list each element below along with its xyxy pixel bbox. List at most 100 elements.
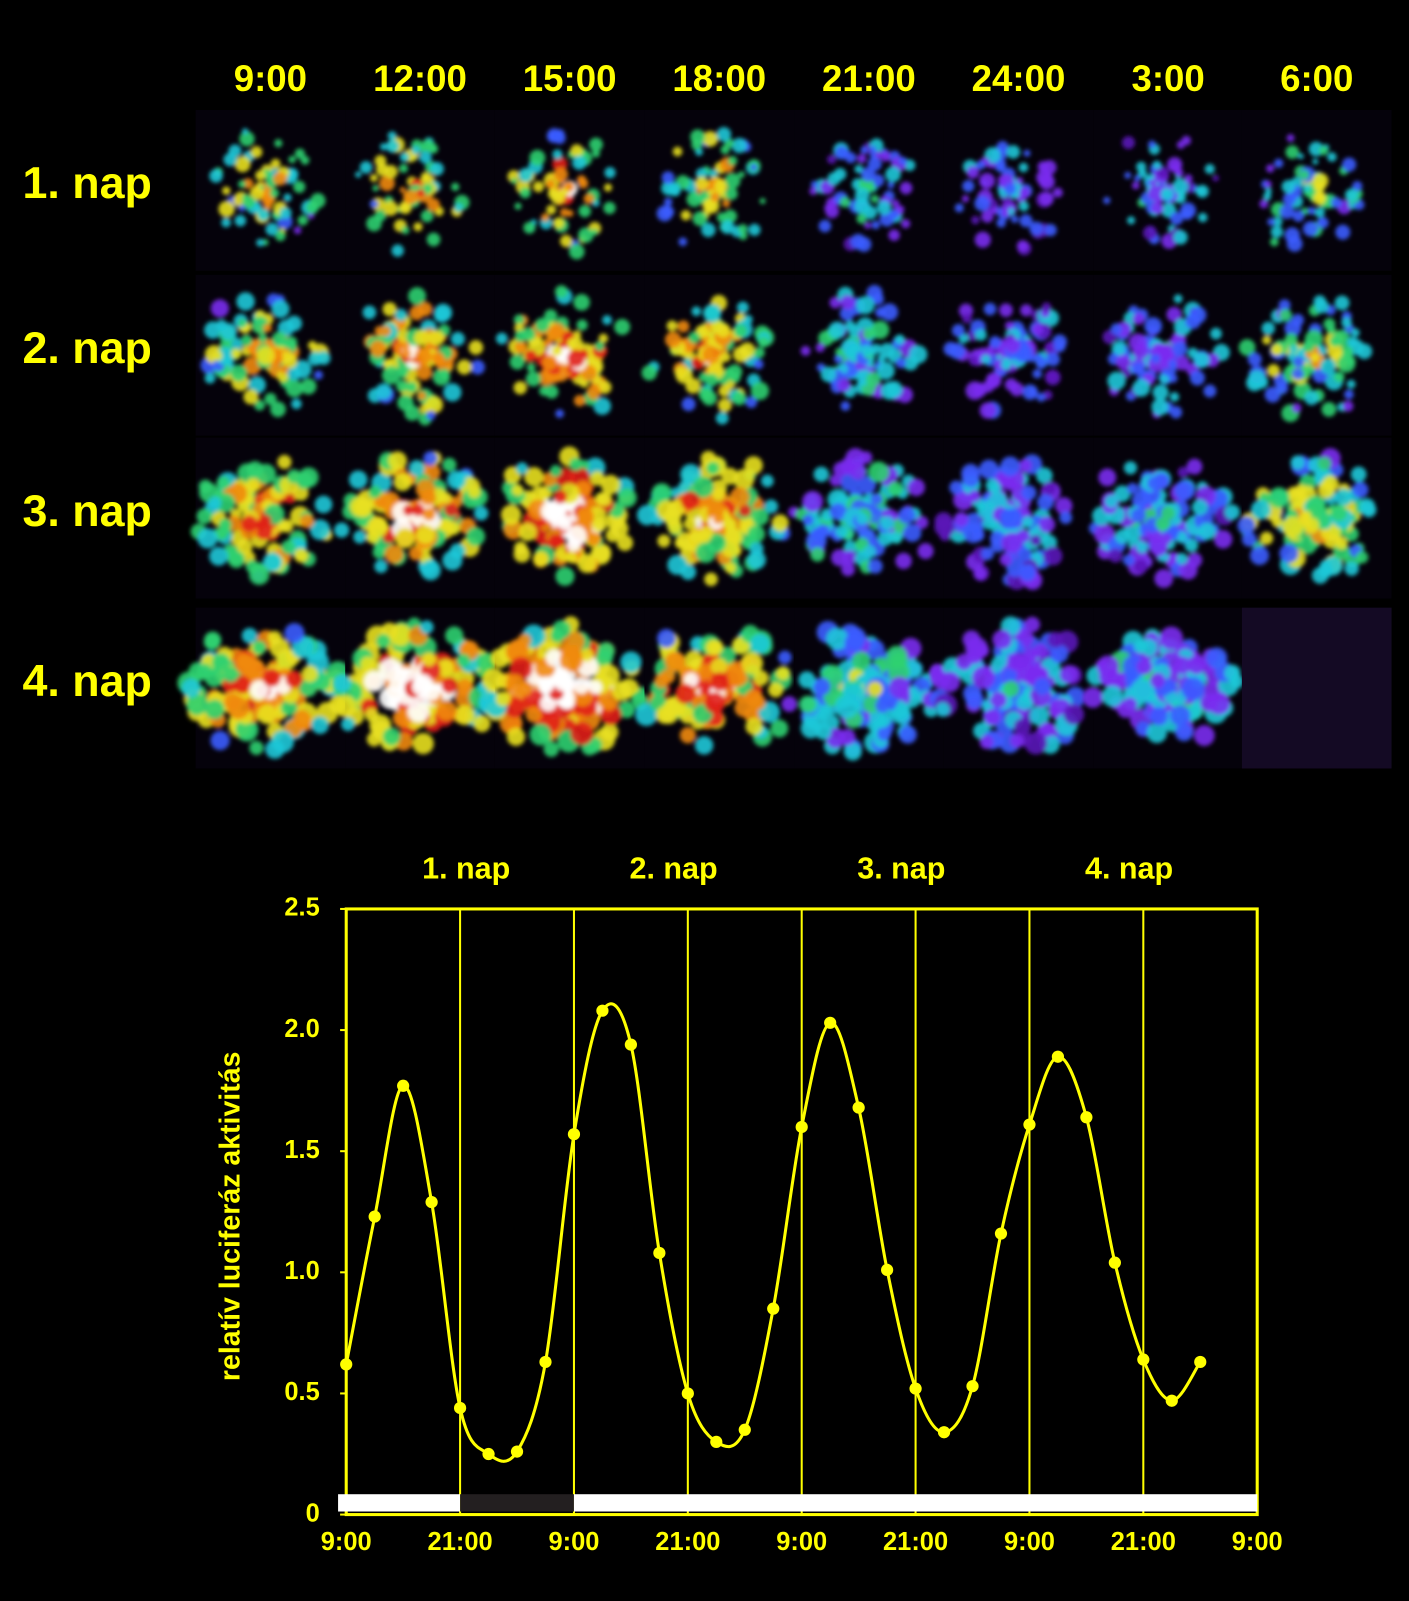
- blob: [1169, 406, 1183, 419]
- blob: [243, 389, 259, 405]
- blob: [495, 674, 510, 689]
- blob: [270, 158, 281, 169]
- blob: [305, 201, 319, 214]
- blob: [802, 514, 814, 526]
- blob: [216, 319, 228, 331]
- blob: [231, 348, 242, 359]
- blob: [825, 204, 840, 219]
- blob: [986, 375, 1000, 389]
- blob: [841, 562, 855, 577]
- blob: [576, 506, 594, 525]
- data-point: [510, 1445, 524, 1458]
- column-header: 3:00: [1131, 58, 1204, 99]
- blob: [411, 677, 431, 696]
- blob: [747, 525, 766, 543]
- blob: [227, 551, 245, 569]
- blob: [716, 212, 727, 223]
- blob: [439, 368, 450, 380]
- blob: [426, 410, 436, 421]
- blob: [1039, 191, 1054, 207]
- blob: [300, 378, 317, 395]
- blob: [997, 175, 1006, 184]
- blob: [577, 553, 597, 574]
- blob: [461, 640, 476, 656]
- blob: [714, 179, 727, 193]
- blob: [541, 213, 550, 222]
- blob: [1282, 516, 1304, 538]
- blob: [1270, 225, 1283, 238]
- blob: [1197, 212, 1208, 223]
- blob: [724, 562, 737, 574]
- luminescence-image: [1102, 294, 1230, 419]
- blob: [506, 674, 525, 693]
- data-point: [767, 1302, 780, 1315]
- blob: [620, 651, 642, 673]
- blob: [1312, 172, 1329, 189]
- blob: [829, 296, 842, 309]
- blob: [979, 459, 999, 480]
- blob: [683, 517, 697, 531]
- blob: [297, 215, 309, 226]
- blob: [552, 217, 565, 229]
- blob: [810, 547, 825, 562]
- blob: [1107, 371, 1126, 391]
- blob: [1168, 359, 1178, 369]
- blob: [731, 390, 747, 406]
- blob: [197, 528, 218, 549]
- blob: [420, 620, 434, 635]
- blob: [679, 727, 697, 744]
- blob: [891, 199, 900, 208]
- blob: [1334, 488, 1353, 507]
- blob: [880, 303, 899, 321]
- blob: [857, 476, 877, 495]
- blob: [422, 652, 436, 667]
- blob: [840, 338, 860, 357]
- blob: [426, 198, 441, 212]
- blob: [334, 522, 350, 538]
- blob: [519, 187, 531, 199]
- blob: [1333, 371, 1345, 383]
- blob: [983, 302, 997, 316]
- blob: [870, 194, 879, 204]
- blob: [689, 529, 703, 543]
- blob: [843, 742, 862, 761]
- blob: [549, 322, 566, 339]
- blob: [731, 137, 747, 154]
- blob: [1019, 187, 1030, 198]
- blob: [218, 518, 232, 532]
- blob: [198, 479, 213, 494]
- blob: [573, 394, 586, 407]
- blob: [813, 466, 830, 483]
- day-label: 3. nap: [857, 851, 945, 885]
- blob: [720, 145, 730, 155]
- luminescence-image: [809, 138, 916, 252]
- blob: [812, 677, 831, 696]
- blob: [870, 493, 883, 506]
- blob: [1131, 508, 1146, 523]
- blob: [857, 153, 867, 164]
- blob: [1121, 136, 1135, 150]
- luminescence-image: [800, 284, 928, 411]
- blob: [1101, 685, 1123, 707]
- blob: [420, 559, 441, 581]
- blob: [243, 356, 262, 376]
- blob: [1361, 502, 1377, 518]
- blob: [898, 156, 908, 166]
- blob: [388, 451, 407, 471]
- blob: [738, 504, 752, 517]
- luminescence-image: [1082, 626, 1244, 746]
- blob: [256, 346, 275, 365]
- blob: [694, 736, 714, 755]
- data-point: [994, 1227, 1008, 1240]
- blob: [860, 344, 874, 357]
- blob: [204, 631, 222, 649]
- blob: [589, 137, 603, 152]
- blob: [1116, 354, 1131, 370]
- blob: [1266, 364, 1280, 378]
- blob: [583, 193, 595, 205]
- blob: [894, 334, 905, 345]
- blob: [617, 487, 637, 508]
- blob: [537, 676, 555, 694]
- blob: [196, 508, 213, 525]
